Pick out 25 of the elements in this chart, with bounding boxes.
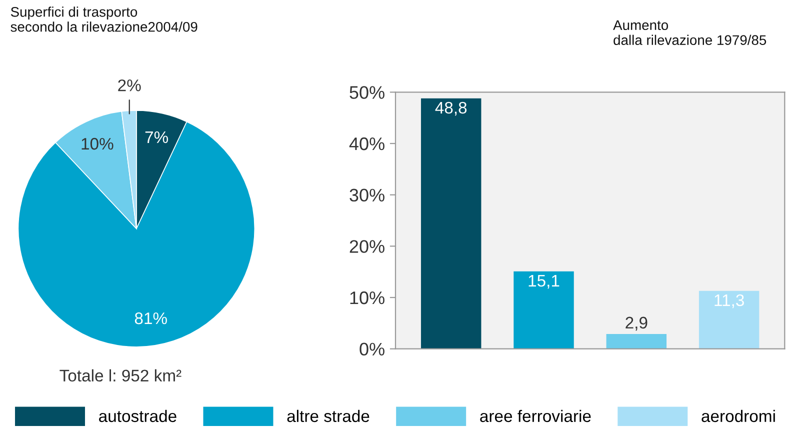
data-label: 2,9 — [626, 316, 648, 331]
y-tick-label: 30% — [350, 188, 384, 202]
bar — [698, 290, 760, 349]
y-tick-label: 10% — [350, 291, 384, 304]
y-tick-label: 40% — [349, 137, 384, 150]
y-tick-label: 50% — [350, 86, 384, 99]
legend-label: altre strade — [287, 410, 370, 422]
chart-title: Aumento dalla rilevazione 1979/85 — [613, 20, 766, 46]
legend-label: aerodromi — [702, 410, 775, 422]
bar — [606, 334, 667, 349]
data-label: 48,8 — [435, 102, 467, 116]
data-label: 11,3 — [714, 294, 744, 308]
text: Totale l: 952 km² — [60, 369, 182, 382]
data-label: 10% — [82, 138, 114, 150]
y-tick-label: 20% — [350, 240, 384, 253]
bar — [420, 98, 482, 349]
data-label: 15,1 — [528, 275, 560, 289]
data-label: 81% — [134, 312, 167, 324]
legend-label: autostrade — [99, 410, 176, 422]
y-tick-label: 0% — [360, 342, 384, 356]
data-label: 2% — [118, 79, 141, 92]
chart-title: Superfici di trasporto secondo la rilevazione2004/09 — [10, 6, 198, 32]
data-label: 7% — [145, 131, 168, 144]
legend-label: aree ferroviarie — [480, 410, 591, 422]
bar — [514, 271, 574, 349]
